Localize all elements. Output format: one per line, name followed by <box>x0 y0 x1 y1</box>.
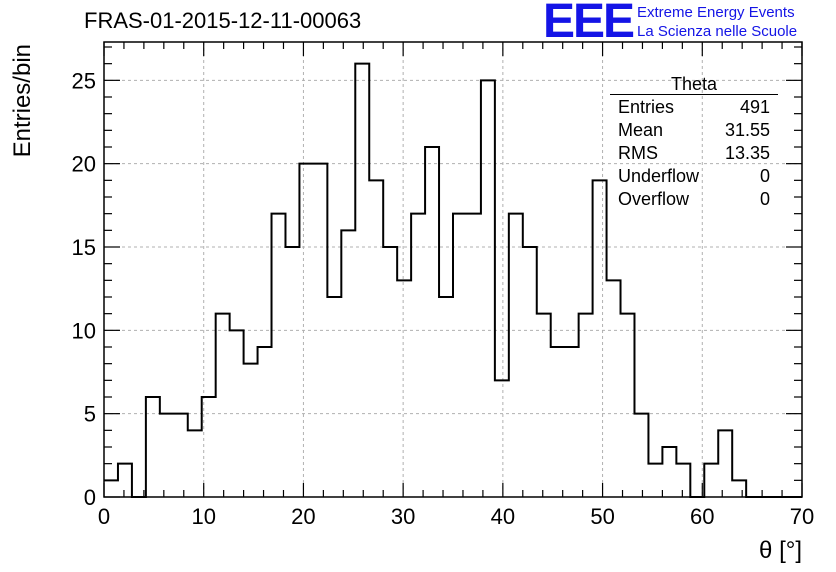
stats-row-underflow: Underflow 0 <box>610 165 778 188</box>
x-tick-label: 10 <box>191 504 215 529</box>
y-tick-label: 10 <box>72 318 96 343</box>
eee-logo-mark: EEE <box>543 0 635 48</box>
x-tick-label: 40 <box>491 504 515 529</box>
x-tick-label: 50 <box>590 504 614 529</box>
x-tick-label: 0 <box>98 504 110 529</box>
stats-label: Underflow <box>618 166 700 186</box>
y-tick-label: 25 <box>72 68 96 93</box>
histogram-series <box>104 62 802 498</box>
stats-value: 491 <box>739 97 770 117</box>
stats-value: 13.35 <box>724 143 770 163</box>
y-tick-label: 0 <box>84 485 96 510</box>
y-tick-label: 15 <box>72 235 96 260</box>
x-tick-label: 30 <box>391 504 415 529</box>
stats-box: Theta Entries 491 Mean 31.55 RMS 13.35 U… <box>610 74 778 211</box>
x-tick-label: 70 <box>790 504 814 529</box>
stats-label: RMS <box>618 143 658 163</box>
plot-frame <box>103 41 803 498</box>
stats-value: 31.55 <box>724 120 770 140</box>
stats-row-rms: RMS 13.35 <box>610 142 778 165</box>
stats-label: Entries <box>618 97 675 117</box>
x-tick-label: 60 <box>690 504 714 529</box>
stats-value: 0 <box>759 189 770 209</box>
y-tick-label: 20 <box>72 152 96 177</box>
y-tick-label: 5 <box>84 402 96 427</box>
x-axis-label: θ [°] <box>759 537 802 564</box>
stats-label: Overflow <box>618 189 690 209</box>
stats-row-overflow: Overflow 0 <box>610 188 778 211</box>
eee-logo: EEE Extreme Energy Events La Scienza nel… <box>543 0 835 48</box>
stats-title: Theta <box>610 74 778 95</box>
logo-line-2: La Scienza nelle Scuole <box>637 23 798 40</box>
plot-title: FRAS-01-2015-12-11-00063 <box>84 8 362 33</box>
stats-value: 0 <box>759 166 770 186</box>
stats-row-mean: Mean 31.55 <box>610 119 778 142</box>
x-tick-label: 20 <box>291 504 315 529</box>
stats-row-entries: Entries 491 <box>610 96 778 119</box>
y-axis-label: Entries/bin <box>9 44 36 157</box>
logo-line-1: Extreme Energy Events <box>637 4 795 21</box>
stats-label: Mean <box>618 120 664 140</box>
